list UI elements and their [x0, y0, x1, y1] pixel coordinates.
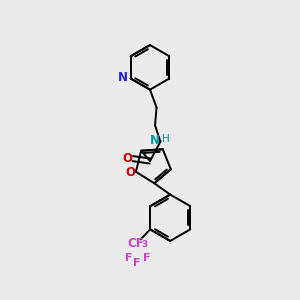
Text: F: F [143, 253, 150, 263]
Text: F: F [133, 258, 140, 268]
Text: F: F [125, 253, 133, 263]
Text: H: H [163, 134, 170, 144]
Text: N: N [118, 71, 128, 84]
Text: O: O [125, 166, 135, 179]
Text: CF: CF [127, 237, 144, 250]
Text: N: N [150, 134, 160, 147]
Text: O: O [122, 152, 132, 164]
Text: 3: 3 [141, 240, 147, 249]
